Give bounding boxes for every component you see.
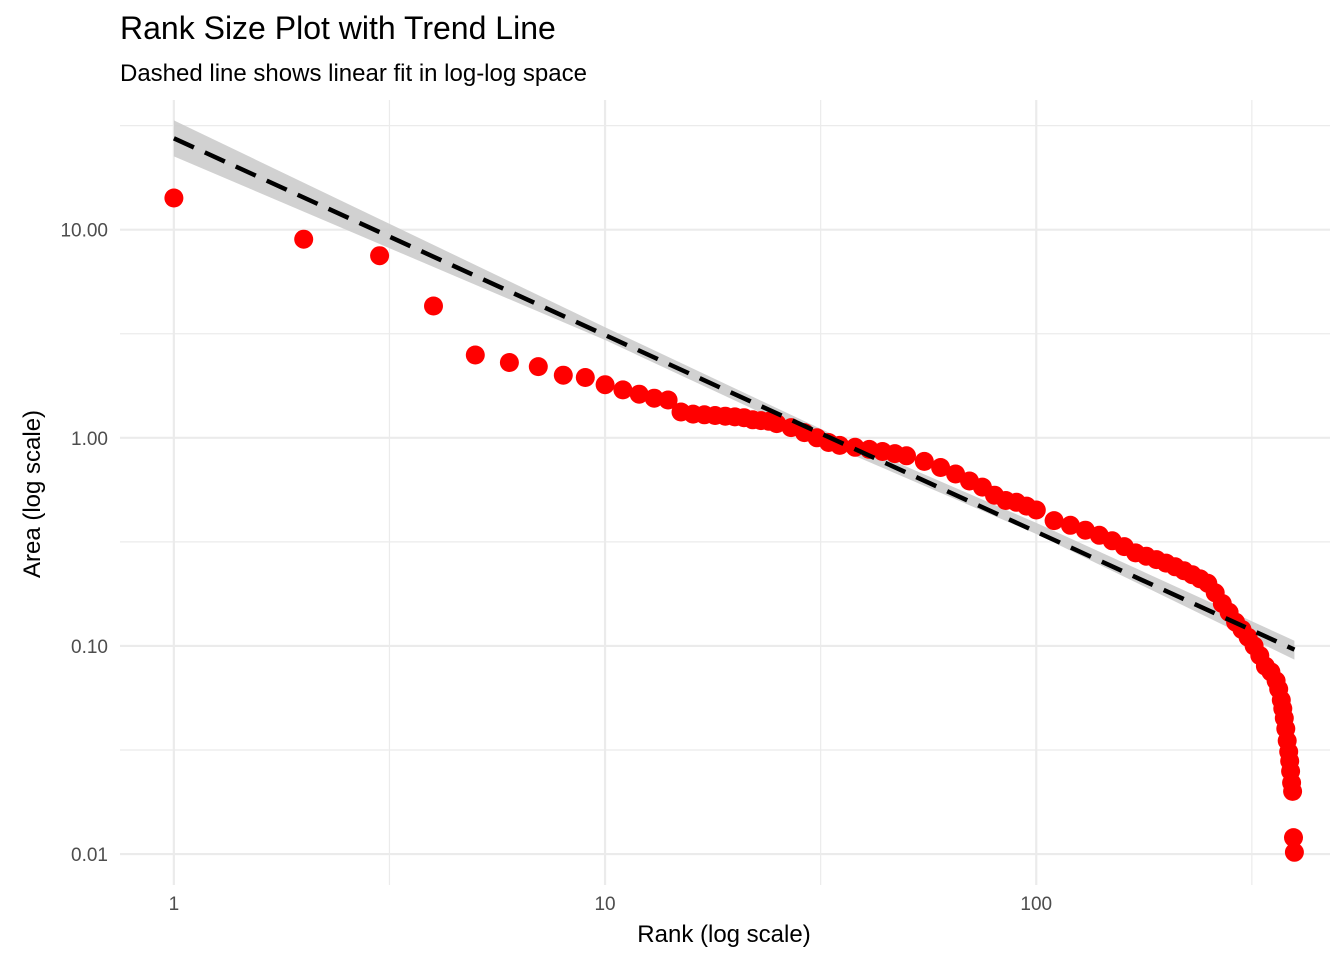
minor-gridlines [120, 100, 1330, 885]
major-gridlines [120, 100, 1330, 885]
data-point [528, 357, 548, 377]
data-point [629, 384, 649, 404]
data-point [1284, 828, 1303, 848]
data-point [914, 451, 934, 471]
y-axis-ticks: 0.01 0.10 1.00 10.00 [60, 221, 108, 866]
x-axis-title: Rank (log scale) [637, 921, 810, 948]
data-point [931, 458, 951, 477]
confidence-band-layer [173, 120, 1295, 660]
confidence-band [173, 120, 1295, 660]
chart-title: Rank Size Plot with Trend Line [120, 10, 556, 46]
data-point [1044, 511, 1064, 531]
x-tick-label: 10 [594, 894, 615, 915]
y-tick-label: 10.00 [60, 221, 108, 242]
data-point [658, 390, 678, 410]
x-tick-label: 100 [1020, 894, 1052, 915]
data-point [897, 446, 916, 466]
data-point [1026, 500, 1046, 520]
data-point [553, 365, 573, 385]
data-point [644, 388, 664, 408]
data-point [370, 246, 390, 266]
data-point [613, 380, 633, 400]
y-axis-title: Area (log scale) [19, 410, 46, 578]
data-point [1283, 781, 1303, 801]
points-layer [164, 188, 1304, 862]
trend-line [172, 136, 1296, 652]
y-tick-label: 1.00 [71, 429, 108, 450]
data-point [424, 296, 443, 316]
data-point [465, 345, 485, 365]
y-tick-label: 0.10 [71, 637, 108, 658]
data-point [575, 368, 595, 387]
data-point [767, 414, 787, 434]
chart-subtitle: Dashed line shows linear fit in log-log … [120, 60, 587, 87]
data-point [164, 188, 184, 208]
data-point [499, 353, 519, 372]
data-point [294, 229, 314, 249]
data-point [595, 375, 615, 395]
x-axis-ticks: 1 10 100 [169, 894, 1053, 915]
x-tick-label: 1 [169, 894, 180, 915]
data-point [1284, 842, 1304, 862]
y-tick-label: 0.01 [71, 845, 108, 866]
data-point [1060, 515, 1080, 535]
